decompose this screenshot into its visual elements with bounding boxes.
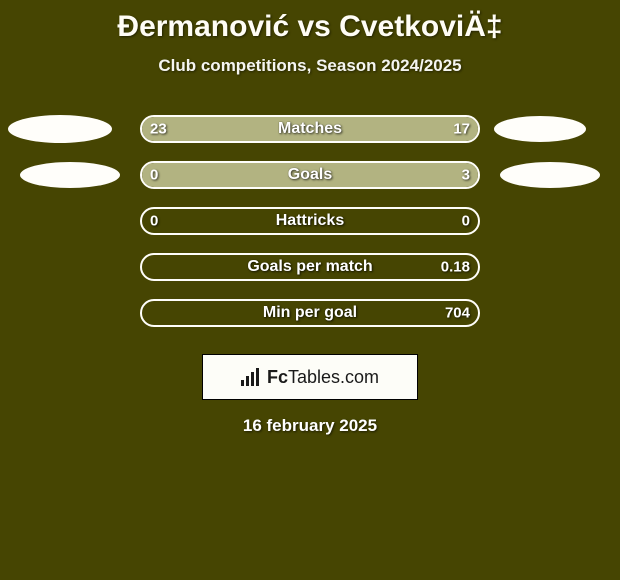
stat-row: 03Goals (0, 152, 620, 198)
bar-track (140, 161, 480, 189)
stat-right-value: 0 (462, 213, 470, 230)
right-ellipse (500, 162, 600, 188)
stat-left-value: 23 (150, 121, 167, 138)
left-ellipse (20, 162, 120, 188)
stat-right-value: 3 (462, 167, 470, 184)
page-subtitle: Club competitions, Season 2024/2025 (0, 56, 620, 76)
bar-left-fill (142, 117, 335, 141)
chart-area: 2317Matches03Goals00Hattricks0.18Goals p… (0, 106, 620, 336)
source-logo: FcTables.com (202, 354, 418, 400)
stat-left-value: 0 (150, 167, 158, 184)
logo-text: FcTables.com (241, 367, 379, 388)
stat-row: 00Hattricks (0, 198, 620, 244)
stat-row: 2317Matches (0, 106, 620, 152)
stat-right-value: 17 (453, 121, 470, 138)
bar-right-fill (202, 163, 478, 187)
stat-right-value: 704 (445, 305, 470, 322)
bar-track (140, 253, 480, 281)
bar-track (140, 115, 480, 143)
bar-track (140, 207, 480, 235)
comparison-infographic: Đermanović vs CvetkoviÄ‡ Club competitio… (0, 0, 620, 580)
stat-left-value: 0 (150, 213, 158, 230)
stat-right-value: 0.18 (441, 259, 470, 276)
right-ellipse (494, 116, 586, 142)
left-ellipse (8, 115, 112, 143)
bar-track (140, 299, 480, 327)
page-title: Đermanović vs CvetkoviÄ‡ (0, 0, 620, 44)
stat-row: 704Min per goal (0, 290, 620, 336)
stat-row: 0.18Goals per match (0, 244, 620, 290)
comparison-date: 16 february 2025 (0, 416, 620, 436)
bar-chart-icon (241, 368, 259, 386)
